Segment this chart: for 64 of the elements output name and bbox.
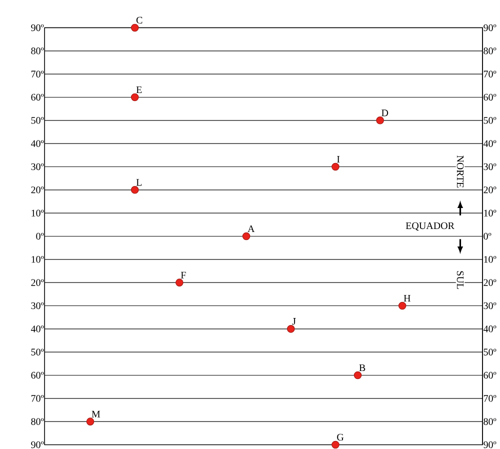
y-tick-label: 60º	[31, 94, 44, 101]
series-label: B	[359, 364, 366, 372]
series-label: I	[337, 156, 340, 163]
y2-tick-label: 40º	[483, 140, 496, 148]
point	[130, 94, 139, 102]
point	[398, 302, 406, 310]
y-tick-label: 20º	[31, 279, 44, 286]
y2-tick-label: 80º	[484, 48, 496, 54]
point	[130, 186, 139, 194]
annotation: SUL	[456, 271, 464, 290]
y-tick-label: 90º	[31, 24, 44, 32]
y2-tick-label: 30º	[484, 302, 496, 310]
point	[286, 325, 295, 333]
series-label: G	[337, 434, 344, 441]
y-tick-label: 50º	[31, 117, 44, 124]
y2-tick-label: 50º	[484, 117, 496, 124]
y2-tick-label: 10º	[484, 210, 496, 217]
y2-tick-label: 10º	[484, 256, 496, 263]
y-tick-label: 40º	[30, 326, 44, 332]
annotation: EQUADOR	[406, 222, 454, 231]
series-label: J	[292, 318, 296, 325]
y2-tick-label: 0º	[484, 233, 492, 240]
y-tick-label: 50º	[31, 348, 44, 356]
y2-tick-label: 50º	[484, 348, 496, 356]
y-tick-label: 60º	[31, 372, 44, 379]
point	[176, 278, 184, 287]
y-tick-label: 30º	[31, 164, 44, 170]
y-tick-label: 30º	[31, 302, 44, 310]
y2-tick-label: 60º	[484, 94, 496, 101]
series-label: D	[382, 110, 388, 116]
y2-tick-label: 60º	[484, 372, 496, 379]
y2-tick-label: 20º	[484, 186, 496, 194]
y2-tick-label: 90º	[484, 442, 496, 448]
y-tick-label: 0º	[36, 233, 44, 240]
y-tick-label: 80º	[31, 48, 44, 54]
y2-tick-label: 40º	[483, 326, 496, 332]
point	[130, 24, 139, 32]
y-tick-label: 80º	[31, 418, 44, 426]
series-label: A	[248, 226, 255, 232]
y2-tick-label: 30º	[484, 164, 496, 170]
point	[354, 372, 362, 380]
y-tick-label: 20º	[31, 186, 44, 194]
series-label: H	[404, 295, 410, 302]
series-label: C	[136, 17, 142, 24]
point	[332, 163, 340, 171]
y2-tick-label: 70º	[484, 395, 496, 402]
series-label: E	[136, 86, 142, 94]
point	[242, 232, 250, 240]
annotation: NORTE	[456, 156, 464, 188]
point	[86, 418, 94, 426]
y-tick-label: 40º	[30, 140, 44, 148]
y2-tick-label: 20º	[484, 279, 496, 286]
point	[376, 116, 384, 124]
y-tick-label: 70º	[31, 70, 44, 78]
series-label: M	[92, 411, 100, 418]
y-tick-label: 10º	[32, 210, 44, 217]
y2-tick-label: 80º	[484, 418, 496, 426]
y-tick-label: 90º	[31, 442, 44, 448]
y2-tick-label: 70º	[484, 70, 496, 78]
series-label: L	[136, 179, 142, 186]
y-tick-label: 10º	[32, 256, 44, 263]
y2-tick-label: 90º	[484, 24, 496, 32]
series-label: F	[180, 272, 186, 279]
y-tick-label: 70º	[31, 395, 44, 402]
